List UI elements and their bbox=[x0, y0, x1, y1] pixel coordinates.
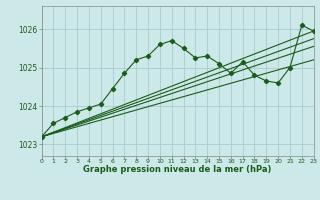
X-axis label: Graphe pression niveau de la mer (hPa): Graphe pression niveau de la mer (hPa) bbox=[84, 165, 272, 174]
